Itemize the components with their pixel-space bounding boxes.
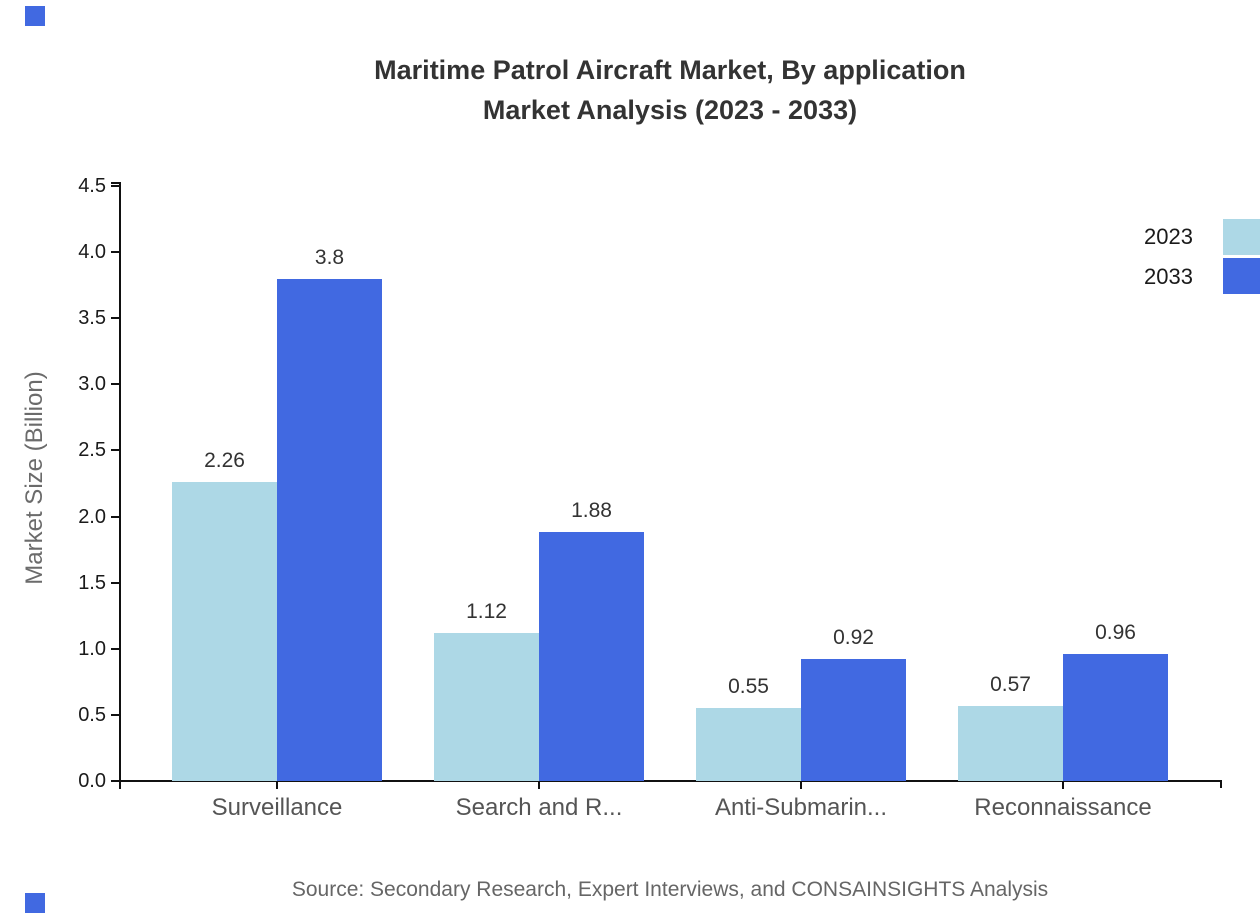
x-category-label: Search and R... <box>455 794 623 821</box>
bar-2033-2 <box>801 659 906 781</box>
y-tick-mark <box>111 780 119 782</box>
bar-value-label: 1.12 <box>466 599 507 623</box>
x-axis-right-cap <box>1220 780 1222 788</box>
y-tick-mark <box>111 449 119 452</box>
y-tick-label: 4.0 <box>78 241 106 264</box>
x-category-label: Reconnaissance <box>974 794 1152 821</box>
bar-2023-0 <box>172 482 277 781</box>
y-tick-mark <box>111 383 119 386</box>
y-tick-mark <box>111 185 119 187</box>
bar-2033-1 <box>539 532 644 781</box>
y-tick-label: 1.5 <box>78 571 106 594</box>
x-tick-mark <box>276 782 278 789</box>
y-tick-label: 3.5 <box>78 307 106 330</box>
chart-title-line1: Maritime Patrol Aircraft Market, By appl… <box>374 55 966 85</box>
y-tick-label: 0.5 <box>78 703 106 726</box>
bar-2033-3 <box>1063 654 1168 781</box>
legend-label-2033: 2033 <box>1144 264 1193 289</box>
bar-2023-3 <box>958 705 1063 781</box>
x-tick-mark <box>538 782 540 789</box>
y-tick-mark <box>111 251 119 254</box>
x-axis-line <box>119 780 1222 782</box>
legend-swatch-2023 <box>1223 219 1260 255</box>
y-axis-top-cap <box>111 182 119 184</box>
bar-2023-2 <box>696 708 801 781</box>
y-axis-title: Market Size (Billion) <box>21 371 48 585</box>
y-tick-mark <box>111 647 119 650</box>
legend-label-2023: 2023 <box>1144 224 1193 249</box>
y-tick-label: 2.0 <box>78 505 106 528</box>
y-tick-mark <box>111 317 119 320</box>
x-tick-mark <box>800 782 802 789</box>
y-tick-label: 2.5 <box>78 439 106 462</box>
y-tick-mark <box>111 713 119 716</box>
bar-value-label: 3.8 <box>314 245 345 269</box>
x-axis-left-cap <box>119 780 121 788</box>
y-tick-label: 3.0 <box>78 373 106 396</box>
legend-swatch-2033 <box>1223 258 1260 294</box>
bar-value-label: 0.55 <box>728 675 769 699</box>
bar-2033-0 <box>277 278 382 781</box>
brand-mark-bottom-left <box>25 893 45 913</box>
y-tick-mark <box>111 581 119 584</box>
chart-title: Maritime Patrol Aircraft Market, By appl… <box>120 50 1220 130</box>
bar-2023-1 <box>434 632 539 781</box>
y-tick-label: 4.5 <box>78 175 106 197</box>
x-category-label: Anti-Submarin... <box>714 794 888 821</box>
y-axis-line <box>119 182 121 789</box>
x-category-label: Surveillance <box>211 794 343 821</box>
source-note: Source: Secondary Research, Expert Inter… <box>291 878 1049 901</box>
y-tick-label: 0.0 <box>78 770 106 792</box>
bar-value-label: 0.92 <box>833 626 874 650</box>
chart-title-line2: Market Analysis (2023 - 2033) <box>482 95 858 125</box>
bar-value-label: 0.57 <box>990 672 1031 696</box>
bar-value-label: 0.96 <box>1095 621 1136 645</box>
bar-value-label: 2.26 <box>204 449 245 473</box>
y-tick-label: 1.0 <box>78 637 106 660</box>
x-tick-mark <box>1062 782 1064 789</box>
bar-value-label: 1.88 <box>571 499 612 523</box>
y-tick-mark <box>111 515 119 518</box>
brand-mark-top-left <box>25 6 45 26</box>
